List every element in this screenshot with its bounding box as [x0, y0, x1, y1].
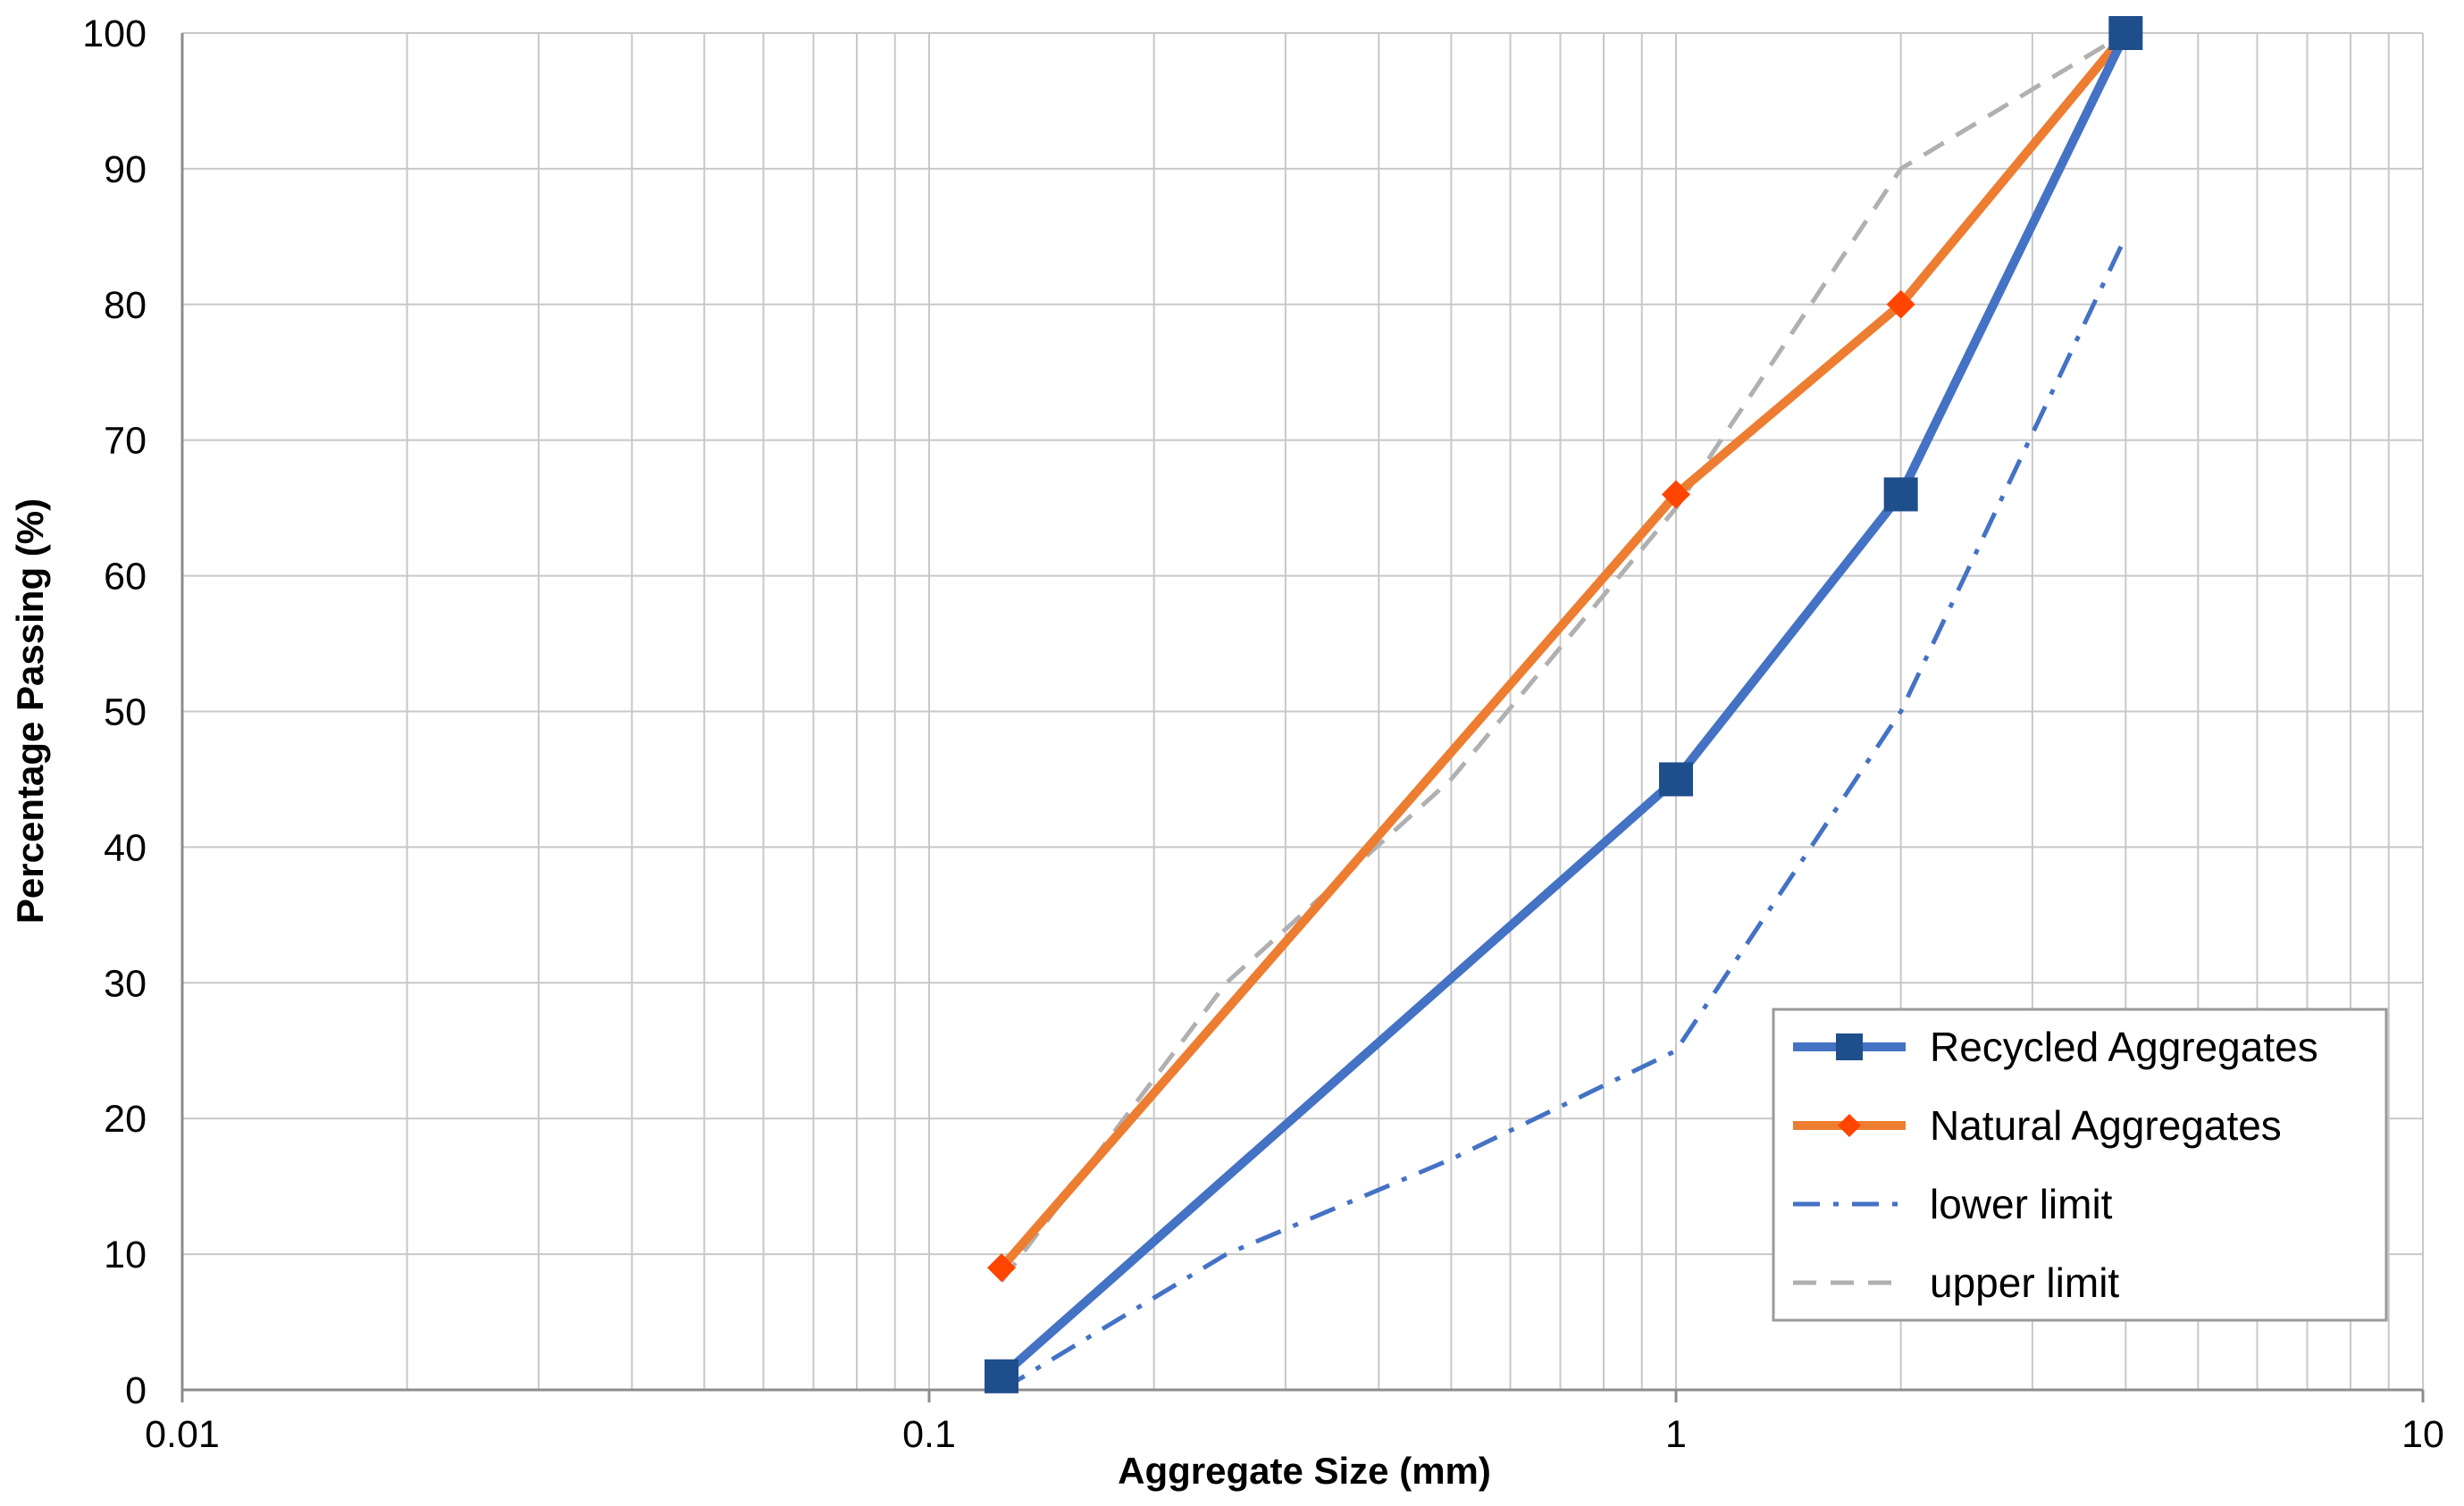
- series-line-lower-limit: [1000, 235, 2128, 1393]
- legend: Recycled Aggregates Natural Aggregates low…: [1772, 1008, 2388, 1322]
- data-point-natural-aggregates: [1886, 289, 1915, 319]
- y-tick-label: 40: [104, 826, 147, 869]
- x-axis-title: Aggregate Size (mm): [1118, 1450, 1491, 1492]
- legend-marker-natural-aggregates: [1838, 1114, 1861, 1137]
- axes: [180, 33, 2425, 1402]
- series-line-upper-limit: [1000, 30, 2127, 1283]
- x-tick-label: 1: [1665, 1413, 1687, 1456]
- legend-label-recycled-aggregates: Recycled Aggregates: [1930, 1024, 2318, 1070]
- x-tick-label: 0.01: [145, 1413, 220, 1456]
- legend-label-lower-limit: lower limit: [1930, 1181, 2113, 1227]
- y-axis-title: Percentage Passing (%): [9, 498, 51, 924]
- y-tick-label: 20: [104, 1098, 147, 1141]
- legend-label-natural-aggregates: Natural Aggregates: [1930, 1102, 2282, 1149]
- y-tick-label: 70: [104, 420, 147, 463]
- tick-labels: 0 10 20 30 40 50 60 70 80 90 100 0.01 0.1 1 10: [82, 13, 2444, 1456]
- data-point-recycled-aggregates: [985, 1359, 1019, 1393]
- y-tick-label: 30: [104, 962, 147, 1005]
- series-layer: [985, 16, 2143, 1393]
- series-line-recycled-aggregates: [997, 29, 2131, 1381]
- y-tick-label: 80: [104, 284, 147, 327]
- y-tick-label: 10: [104, 1234, 147, 1276]
- series-line-natural-aggregates: [997, 29, 2131, 1273]
- legend-marker-recycled-aggregates: [1836, 1033, 1863, 1060]
- y-tick-label: 100: [82, 13, 147, 55]
- data-point-recycled-aggregates: [1659, 762, 1693, 797]
- y-tick-label: 60: [104, 556, 147, 598]
- y-tick-label: 50: [104, 691, 147, 734]
- y-tick-label: 90: [104, 148, 147, 191]
- data-point-recycled-aggregates: [2108, 16, 2143, 50]
- data-point-natural-aggregates: [1662, 480, 1690, 509]
- data-point-natural-aggregates: [987, 1253, 1017, 1283]
- x-tick-label: 0.1: [902, 1413, 956, 1456]
- y-tick-label: 0: [125, 1369, 147, 1412]
- legend-label-upper-limit: upper limit: [1930, 1259, 2119, 1306]
- legend-box: [1772, 1008, 2388, 1322]
- x-tick-label: 10: [2401, 1413, 2444, 1456]
- data-point-recycled-aggregates: [1883, 477, 1918, 512]
